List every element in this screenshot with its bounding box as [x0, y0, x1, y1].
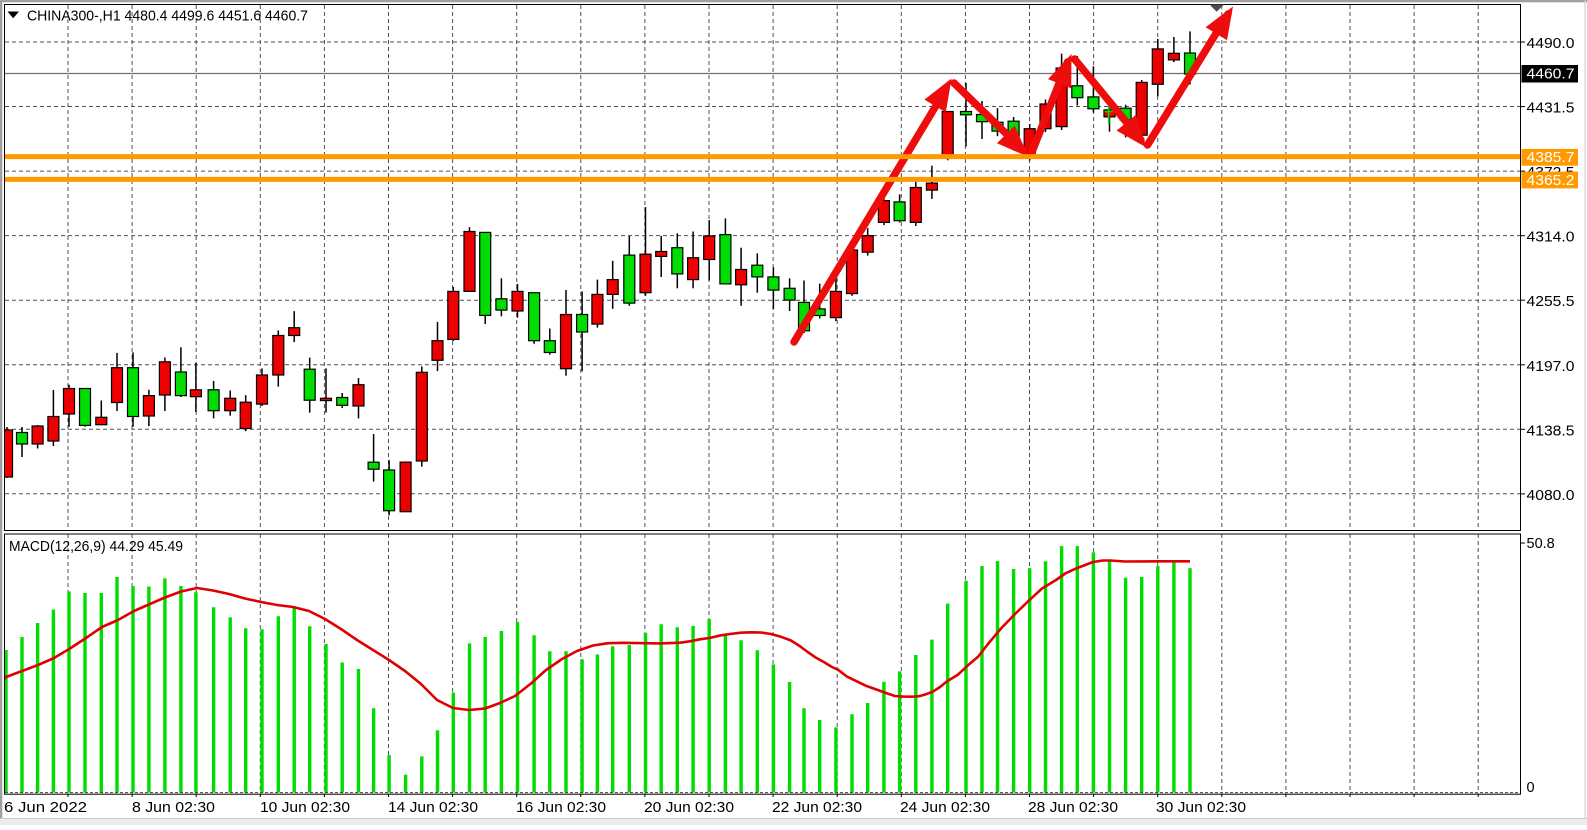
svg-text:10 Jun 02:30: 10 Jun 02:30 — [260, 799, 350, 816]
svg-text:20 Jun 02:30: 20 Jun 02:30 — [644, 799, 734, 816]
svg-text:4080.0: 4080.0 — [1527, 488, 1575, 504]
svg-text:MACD(12,26,9) 44.29 45.49: MACD(12,26,9) 44.29 45.49 — [9, 538, 183, 555]
svg-text:4365.2: 4365.2 — [1527, 173, 1575, 189]
svg-text:CHINA300-,H1 4480.4 4499.6 44: CHINA300-,H1 4480.4 4499.6 4451.6 4460.7 — [27, 8, 308, 25]
svg-text:30 Jun 02:30: 30 Jun 02:30 — [1156, 799, 1246, 816]
svg-text:14 Jun 02:30: 14 Jun 02:30 — [388, 799, 478, 816]
svg-text:4385.7: 4385.7 — [1527, 150, 1575, 166]
svg-text:8 Jun 02:30: 8 Jun 02:30 — [132, 799, 215, 816]
svg-text:4314.0: 4314.0 — [1527, 230, 1575, 246]
svg-text:22 Jun 02:30: 22 Jun 02:30 — [772, 799, 862, 816]
svg-text:0: 0 — [1527, 780, 1535, 796]
svg-text:4460.7: 4460.7 — [1527, 67, 1575, 83]
svg-text:28 Jun 02:30: 28 Jun 02:30 — [1028, 799, 1118, 816]
svg-text:4255.5: 4255.5 — [1527, 294, 1575, 310]
svg-text:4431.5: 4431.5 — [1527, 101, 1575, 117]
svg-text:24 Jun 02:30: 24 Jun 02:30 — [900, 799, 990, 816]
svg-text:16 Jun 02:30: 16 Jun 02:30 — [516, 799, 606, 816]
svg-text:4197.0: 4197.0 — [1527, 359, 1575, 375]
svg-text:6 Jun 2022: 6 Jun 2022 — [4, 799, 87, 816]
svg-text:4490.0: 4490.0 — [1527, 36, 1575, 52]
svg-text:50.8: 50.8 — [1527, 536, 1555, 552]
svg-text:4138.5: 4138.5 — [1527, 423, 1575, 439]
